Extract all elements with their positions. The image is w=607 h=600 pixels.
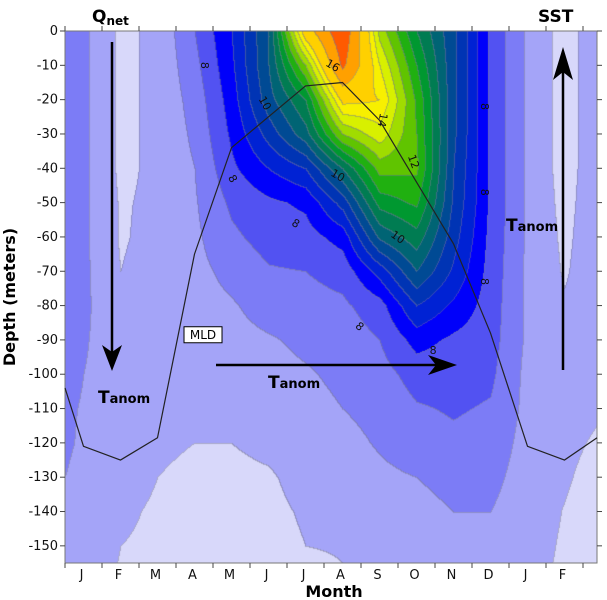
y-tick-label: -120 xyxy=(28,436,58,451)
y-tick-label: -110 xyxy=(28,402,58,417)
y-axis-title: Depth (meters) xyxy=(0,228,19,366)
mld-label-box: MLD xyxy=(183,326,223,344)
x-tick-label: N xyxy=(447,568,457,583)
down-arrow xyxy=(102,42,122,371)
up-arrow xyxy=(553,47,573,370)
contour-label: 10 xyxy=(388,228,407,247)
x-tick-label: S xyxy=(373,568,381,583)
x-tick-label: A xyxy=(336,568,345,583)
tanom-label-left: Tanom xyxy=(98,388,150,408)
mld-label: MLD xyxy=(190,328,216,342)
contour-label: 8 xyxy=(478,189,491,196)
x-tick-label: J xyxy=(79,568,84,583)
right-arrow xyxy=(216,355,457,375)
y-tick-label: -140 xyxy=(28,505,58,520)
y-tick-label: -10 xyxy=(37,58,58,73)
x-tick-label: J xyxy=(264,568,269,583)
contour-label: 8 xyxy=(289,216,302,231)
y-tick-label: -70 xyxy=(37,264,58,279)
y-tick-label: 0 xyxy=(50,24,58,39)
y-tick-label: -100 xyxy=(28,367,58,382)
x-tick-label: D xyxy=(483,568,493,583)
contour-label: 8 xyxy=(353,319,367,333)
mld-line xyxy=(64,81,598,461)
x-tick-label: F xyxy=(115,568,122,583)
contour-label: 10 xyxy=(256,94,274,113)
x-tick-label: A xyxy=(188,568,197,583)
qnet-label: Qnet xyxy=(92,7,129,28)
contour-label: 8 xyxy=(430,344,437,357)
contour-label: 8 xyxy=(478,103,491,110)
contour-label: 8 xyxy=(198,62,211,69)
contour-label: 8 xyxy=(478,278,491,285)
y-tick-label: -20 xyxy=(37,93,58,108)
contour-label: 12 xyxy=(405,153,422,171)
plot-frame xyxy=(64,30,598,564)
y-axis: 0 -10 -20 -30 -40 -50 -60 -70 -80 -90 -100 -110 -120… xyxy=(28,24,602,554)
contour-label: 16 xyxy=(323,57,342,75)
contour-label: 8 xyxy=(225,173,240,186)
y-tick-label: -130 xyxy=(28,470,58,485)
y-tick-label: -60 xyxy=(37,230,58,245)
x-tick-label: J xyxy=(301,568,306,583)
sst-label: SST xyxy=(538,7,574,27)
y-tick-label: -40 xyxy=(37,161,58,176)
y-tick-label: -80 xyxy=(37,299,58,314)
x-tick-label: M xyxy=(150,568,161,583)
contour-label: 10 xyxy=(328,166,347,184)
x-tick-label: J xyxy=(523,568,528,583)
contour-labels: 16 14 12 10 10 10 8 8 8 8 8 8 8 8 xyxy=(198,57,491,358)
y-tick-label: -150 xyxy=(28,539,58,554)
x-tick-label: M xyxy=(224,568,235,583)
x-axis-title: Month xyxy=(305,582,362,600)
tanom-label-right: Tanom xyxy=(506,216,558,236)
contour-label: 14 xyxy=(375,112,390,128)
tanom-label-middle: Tanom xyxy=(268,373,320,393)
y-tick-label: -30 xyxy=(37,127,58,142)
y-tick-label: -90 xyxy=(37,333,58,348)
y-tick-label: -50 xyxy=(37,196,58,211)
x-tick-label: F xyxy=(559,568,566,583)
temperature-contour-field xyxy=(65,31,597,563)
x-tick-label: O xyxy=(409,568,419,583)
